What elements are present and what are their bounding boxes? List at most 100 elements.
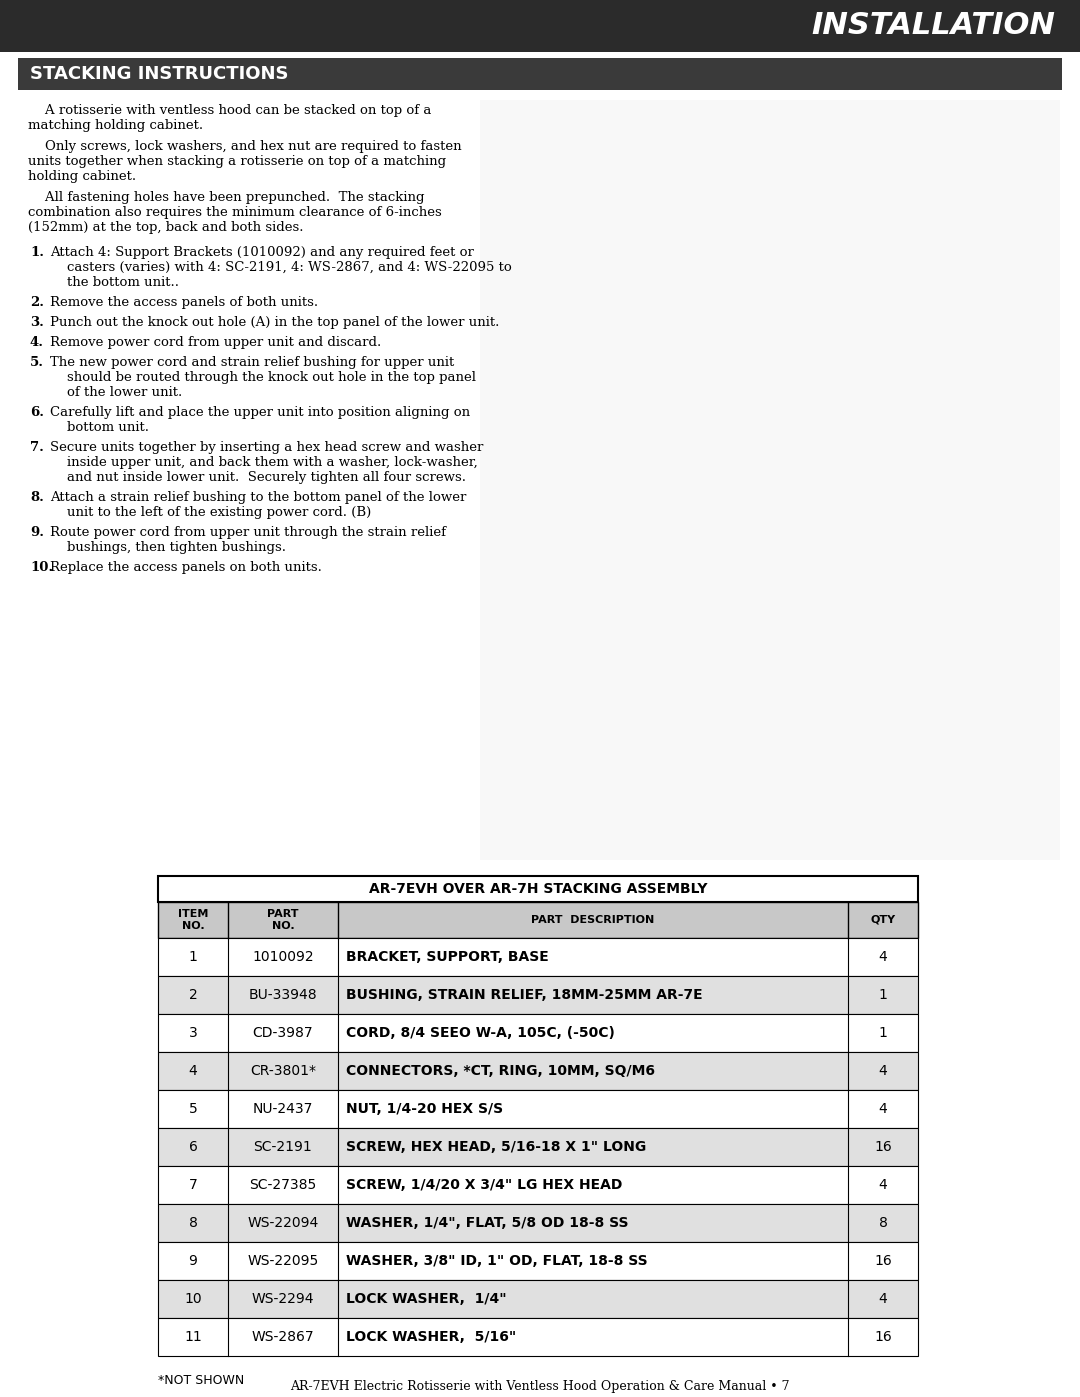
Text: 8: 8 [189, 1215, 198, 1229]
Text: 4: 4 [879, 1178, 888, 1192]
Bar [158, 937, 918, 977]
Text: SC-2191: SC-2191 [254, 1140, 312, 1154]
Text: 11: 11 [184, 1330, 202, 1344]
Text: LOCK WASHER,  5/16": LOCK WASHER, 5/16" [346, 1330, 516, 1344]
Text: 16: 16 [874, 1140, 892, 1154]
Bar [158, 876, 918, 902]
Bar [158, 902, 918, 937]
Text: 4.: 4. [30, 337, 44, 349]
Text: 7.: 7. [30, 441, 44, 454]
Text: (152mm) at the top, back and both sides.: (152mm) at the top, back and both sides. [28, 221, 303, 235]
Text: *NOT SHOWN: *NOT SHOWN [158, 1375, 244, 1387]
Text: LOCK WASHER,  1/4": LOCK WASHER, 1/4" [346, 1292, 507, 1306]
Text: ITEM
NO.: ITEM NO. [178, 909, 208, 930]
Bar [158, 977, 918, 1014]
Text: Attach a strain relief bushing to the bottom panel of the lower: Attach a strain relief bushing to the bo… [50, 490, 467, 504]
Text: Carefully lift and place the upper unit into position aligning on: Carefully lift and place the upper unit … [50, 407, 470, 419]
Text: bushings, then tighten bushings.: bushings, then tighten bushings. [50, 541, 286, 555]
Text: WS-2867: WS-2867 [252, 1330, 314, 1344]
Text: WASHER, 1/4", FLAT, 5/8 OD 18-8 SS: WASHER, 1/4", FLAT, 5/8 OD 18-8 SS [346, 1215, 629, 1229]
Text: 4: 4 [189, 1065, 198, 1078]
Bar [158, 1280, 918, 1317]
Text: 10: 10 [185, 1292, 202, 1306]
Text: inside upper unit, and back them with a washer, lock-washer,: inside upper unit, and back them with a … [50, 455, 477, 469]
Text: WS-2294: WS-2294 [252, 1292, 314, 1306]
Bar [18, 59, 1062, 89]
Text: CD-3987: CD-3987 [253, 1025, 313, 1039]
Text: WS-22095: WS-22095 [247, 1255, 319, 1268]
Text: CONNECTORS, *CT, RING, 10MM, SQ/M6: CONNECTORS, *CT, RING, 10MM, SQ/M6 [346, 1065, 654, 1078]
Text: 1: 1 [878, 1025, 888, 1039]
Text: holding cabinet.: holding cabinet. [28, 170, 136, 183]
Text: 6.: 6. [30, 407, 44, 419]
Bar [158, 1052, 918, 1090]
Bar [158, 1242, 918, 1280]
Text: 2.: 2. [30, 296, 44, 309]
Text: PART  DESCRIPTION: PART DESCRIPTION [531, 915, 654, 925]
Text: SCREW, 1/4/20 X 3/4" LG HEX HEAD: SCREW, 1/4/20 X 3/4" LG HEX HEAD [346, 1178, 622, 1192]
Text: 16: 16 [874, 1330, 892, 1344]
Text: NU-2437: NU-2437 [253, 1102, 313, 1116]
Bar [158, 1014, 918, 1052]
Text: bottom unit.: bottom unit. [50, 420, 149, 434]
Text: 4: 4 [879, 950, 888, 964]
Text: Replace the access panels on both units.: Replace the access panels on both units. [50, 562, 322, 574]
Text: PART
NO.: PART NO. [267, 909, 299, 930]
Text: 2: 2 [189, 988, 198, 1002]
Text: AR-7EVH OVER AR-7H STACKING ASSEMBLY: AR-7EVH OVER AR-7H STACKING ASSEMBLY [368, 882, 707, 895]
Text: the bottom unit..: the bottom unit.. [50, 277, 179, 289]
Text: 10.: 10. [30, 562, 53, 574]
Text: AR-7EVH Electric Rotisserie with Ventless Hood Operation & Care Manual • 7: AR-7EVH Electric Rotisserie with Ventles… [291, 1380, 789, 1393]
Bar [480, 101, 1059, 861]
Text: 8.: 8. [30, 490, 44, 504]
Text: BUSHING, STRAIN RELIEF, 18MM-25MM AR-7E: BUSHING, STRAIN RELIEF, 18MM-25MM AR-7E [346, 988, 703, 1002]
Text: unit to the left of the existing power cord. (B): unit to the left of the existing power c… [50, 506, 372, 520]
Text: The new power cord and strain relief bushing for upper unit: The new power cord and strain relief bus… [50, 356, 455, 369]
Text: 3.: 3. [30, 316, 44, 330]
Text: WS-22094: WS-22094 [247, 1215, 319, 1229]
Text: BRACKET, SUPPORT, BASE: BRACKET, SUPPORT, BASE [346, 950, 549, 964]
Text: should be routed through the knock out hole in the top panel: should be routed through the knock out h… [50, 372, 476, 384]
Text: A rotisserie with ventless hood can be stacked on top of a: A rotisserie with ventless hood can be s… [28, 103, 431, 117]
Text: and nut inside lower unit.  Securely tighten all four screws.: and nut inside lower unit. Securely tigh… [50, 471, 465, 483]
Text: 4: 4 [879, 1292, 888, 1306]
Text: matching holding cabinet.: matching holding cabinet. [28, 119, 203, 131]
Text: combination also requires the minimum clearance of 6-inches: combination also requires the minimum cl… [28, 205, 442, 219]
Text: 1010092: 1010092 [253, 950, 314, 964]
Bar [158, 1166, 918, 1204]
Text: CORD, 8/4 SEEO W-A, 105C, (-50C): CORD, 8/4 SEEO W-A, 105C, (-50C) [346, 1025, 615, 1039]
Bar [158, 1204, 918, 1242]
Text: All fastening holes have been prepunched.  The stacking: All fastening holes have been prepunched… [28, 191, 424, 204]
Text: BU-33948: BU-33948 [248, 988, 318, 1002]
Text: 4: 4 [879, 1102, 888, 1116]
Text: SCREW, HEX HEAD, 5/16-18 X 1" LONG: SCREW, HEX HEAD, 5/16-18 X 1" LONG [346, 1140, 646, 1154]
Text: 4: 4 [879, 1065, 888, 1078]
Text: Secure units together by inserting a hex head screw and washer: Secure units together by inserting a hex… [50, 441, 484, 454]
Text: NUT, 1/4-20 HEX S/S: NUT, 1/4-20 HEX S/S [346, 1102, 503, 1116]
Bar [158, 1317, 918, 1356]
Bar [158, 1090, 918, 1127]
Text: SC-27385: SC-27385 [249, 1178, 316, 1192]
Text: QTY: QTY [870, 915, 895, 925]
Text: Remove power cord from upper unit and discard.: Remove power cord from upper unit and di… [50, 337, 381, 349]
Text: 6: 6 [189, 1140, 198, 1154]
Text: STACKING INSTRUCTIONS: STACKING INSTRUCTIONS [30, 66, 288, 82]
Text: casters (varies) with 4: SC-2191, 4: WS-2867, and 4: WS-22095 to: casters (varies) with 4: SC-2191, 4: WS-… [50, 261, 512, 274]
Text: Route power cord from upper unit through the strain relief: Route power cord from upper unit through… [50, 527, 446, 539]
Text: 1.: 1. [30, 246, 44, 258]
Text: WASHER, 3/8" ID, 1" OD, FLAT, 18-8 SS: WASHER, 3/8" ID, 1" OD, FLAT, 18-8 SS [346, 1255, 648, 1268]
Text: 1: 1 [189, 950, 198, 964]
Text: INSTALLATION: INSTALLATION [811, 11, 1055, 41]
Text: CR-3801*: CR-3801* [249, 1065, 316, 1078]
Text: Punch out the knock out hole (A) in the top panel of the lower unit.: Punch out the knock out hole (A) in the … [50, 316, 499, 330]
Text: Remove the access panels of both units.: Remove the access panels of both units. [50, 296, 319, 309]
Text: 3: 3 [189, 1025, 198, 1039]
Text: 5.: 5. [30, 356, 44, 369]
Bar [0, 0, 1080, 52]
Bar [158, 1127, 918, 1166]
Text: units together when stacking a rotisserie on top of a matching: units together when stacking a rotisseri… [28, 155, 446, 168]
Text: 5: 5 [189, 1102, 198, 1116]
Text: 9: 9 [189, 1255, 198, 1268]
Text: 1: 1 [878, 988, 888, 1002]
Text: of the lower unit.: of the lower unit. [50, 386, 183, 400]
